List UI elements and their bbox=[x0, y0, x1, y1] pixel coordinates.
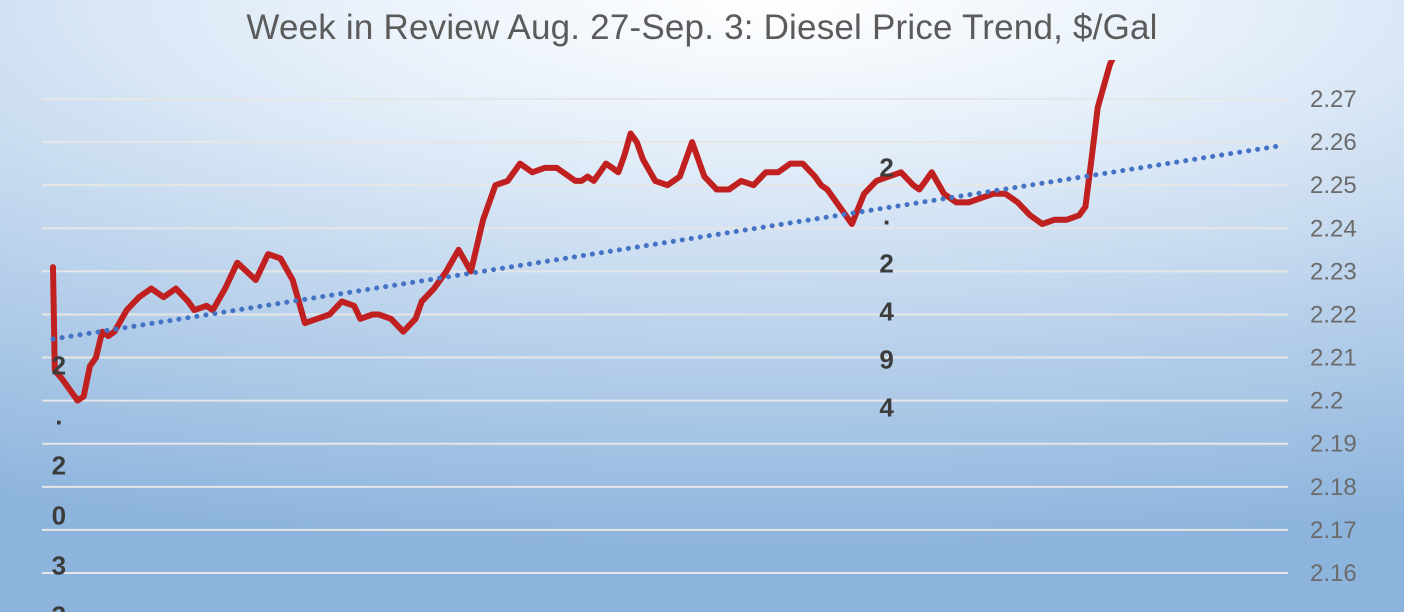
y-tick-label: 2.24 bbox=[1310, 215, 1357, 242]
price-line bbox=[50, 60, 1116, 404]
trendline bbox=[50, 143, 1285, 342]
y-tick-label: 2.2 bbox=[1310, 388, 1343, 415]
y-tick-label: 2.19 bbox=[1310, 431, 1357, 458]
y-tick-labels: 2.27 2.26 2.25 2.24 2.23 2.22 2.21 2.2 2.19 2.18 2… bbox=[1310, 86, 1357, 587]
chart-title: Week in Review Aug. 27-Sep. 3: Diesel Pr… bbox=[246, 8, 1158, 47]
data-label-char: 2 bbox=[52, 350, 66, 380]
y-tick-label: 2.21 bbox=[1310, 345, 1357, 372]
data-label-char: . bbox=[883, 200, 890, 230]
y-tick-label: 2.26 bbox=[1310, 129, 1357, 156]
y-tick-label: 2.27 bbox=[1310, 86, 1357, 113]
data-label-char: 2 bbox=[879, 248, 893, 278]
y-tick-label: 2.22 bbox=[1310, 301, 1357, 328]
data-label-char: 3 bbox=[52, 600, 66, 612]
y-tick-label: 2.17 bbox=[1310, 517, 1357, 544]
data-label: 2. 2 4 9 4 bbox=[879, 152, 894, 422]
gridlines bbox=[42, 98, 1288, 574]
y-tick-label: 2.16 bbox=[1310, 560, 1357, 587]
y-tick-label: 2.23 bbox=[1310, 258, 1357, 285]
y-tick-label: 2.18 bbox=[1310, 474, 1357, 501]
data-label-char: . bbox=[55, 400, 62, 430]
data-label-char: 9 bbox=[879, 344, 893, 374]
data-label-char: 2 bbox=[52, 450, 66, 480]
data-label-char: 4 bbox=[879, 296, 894, 326]
series-group bbox=[50, 60, 1285, 404]
y-tick-label: 2.25 bbox=[1310, 172, 1357, 199]
data-label-char: 0 bbox=[52, 500, 66, 530]
data-label-char: 3 bbox=[52, 550, 66, 580]
data-label-char: 4 bbox=[879, 392, 894, 422]
data-label-char: 2 bbox=[879, 152, 893, 182]
data-labels: 2. 2 0 3 3 2. 2 4 9 4 bbox=[52, 152, 895, 612]
data-label: 2. 2 0 3 3 bbox=[52, 350, 66, 612]
